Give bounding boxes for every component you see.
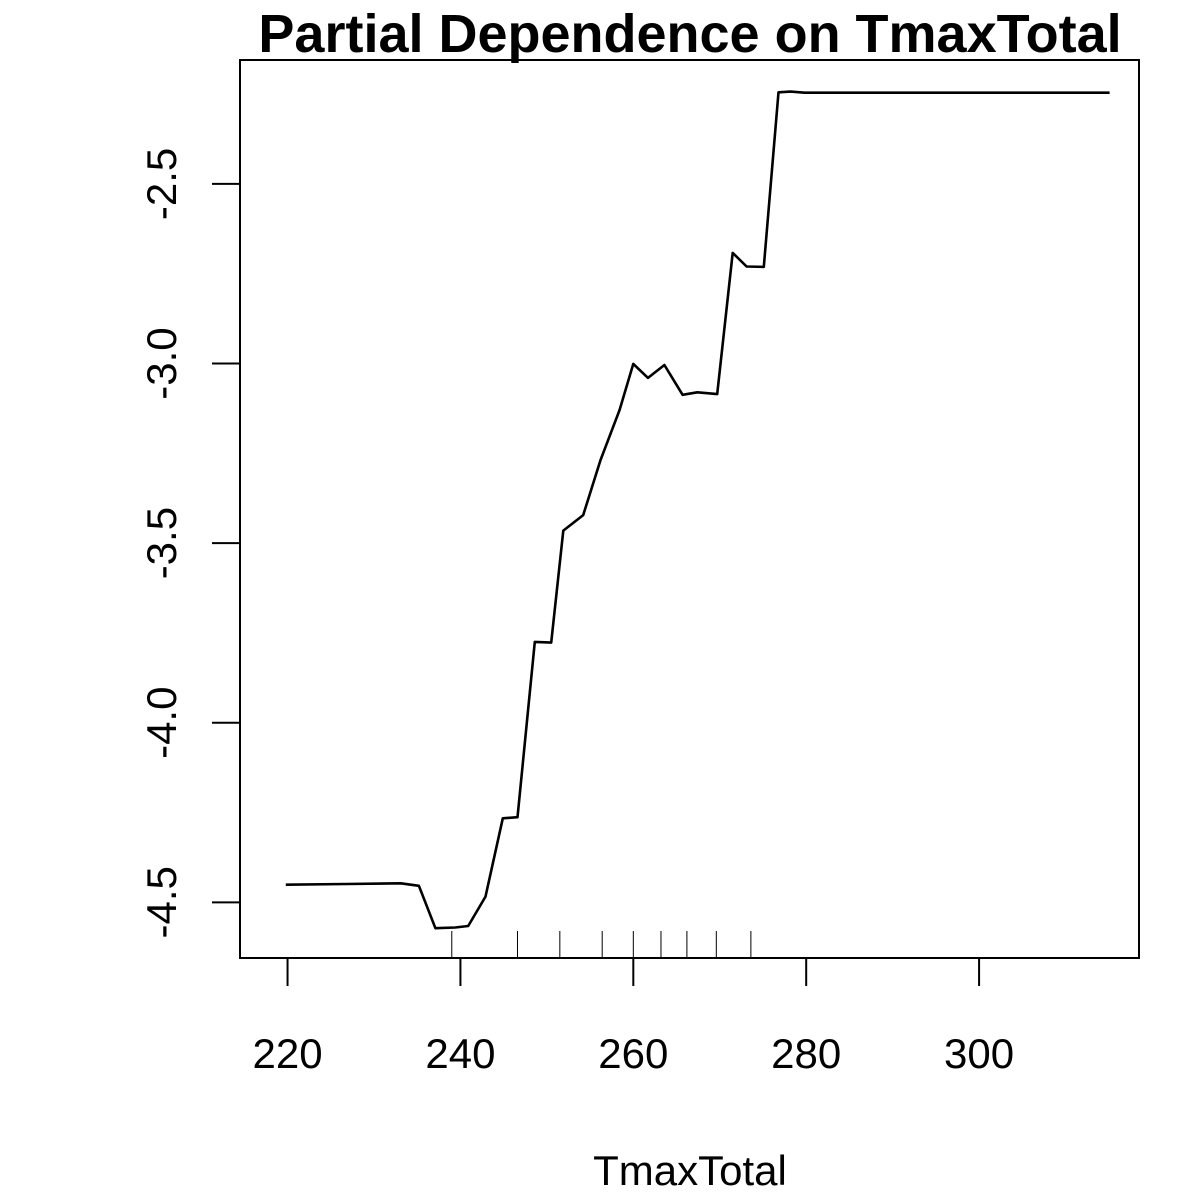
x-tick-label: 280 (771, 1030, 841, 1077)
x-tick-label: 300 (944, 1030, 1014, 1077)
x-tick-label: 220 (253, 1030, 323, 1077)
plot-frame (239, 59, 1140, 959)
chart-title: Partial Dependence on TmaxTotal (258, 4, 1121, 64)
x-axis: 220 240 260 280 300 (253, 957, 1014, 1077)
y-tick-label: -2.5 (138, 148, 185, 220)
y-tick-label: -3.5 (138, 507, 185, 579)
rug-marks (451, 931, 752, 958)
x-axis-title: TmaxTotal (593, 1147, 787, 1194)
y-tick-label: -4.0 (138, 687, 185, 759)
x-tick-label: 260 (598, 1030, 668, 1077)
x-tick-label: 240 (425, 1030, 495, 1077)
y-axis: -4.5 -4.0 -3.5 -3.0 -2.5 (138, 148, 241, 939)
y-tick-label: -3.0 (138, 327, 185, 399)
partial-dependence-line (285, 90, 1110, 930)
y-tick-label: -4.5 (138, 866, 185, 938)
series-group (285, 90, 1110, 930)
